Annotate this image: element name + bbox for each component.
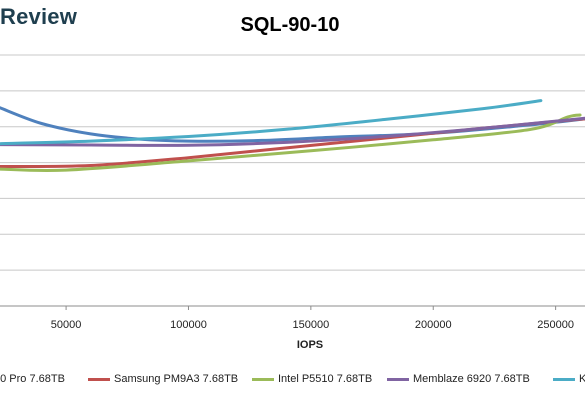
- chart-title: SQL-90-10: [240, 14, 340, 36]
- legend-item-1: 00 Pro 7.68TB: [0, 373, 65, 385]
- legend-label: Ki: [579, 373, 585, 385]
- series-line-4: [0, 116, 585, 147]
- x-axis-label: IOPS: [297, 339, 323, 351]
- chart-legend: 00 Pro 7.68TB Samsung PM9A3 7.68TB Intel P…: [0, 371, 585, 391]
- legend-label: Memblaze 6920 7.68TB: [413, 373, 530, 385]
- legend-swatch: [387, 377, 409, 381]
- legend-label: Intel P5510 7.68TB: [278, 373, 373, 385]
- legend-item-2: Samsung PM9A3 7.68TB: [88, 373, 238, 385]
- legend-item-3: Intel P5510 7.68TB: [252, 373, 372, 385]
- legend-label: 00 Pro 7.68TB: [0, 373, 65, 385]
- legend-swatch: [553, 377, 575, 381]
- site-logo-text: Review: [0, 4, 78, 29]
- series-line-1: [0, 106, 585, 143]
- x-tick-label: 50000: [51, 319, 82, 331]
- x-tick-label: 250000: [537, 319, 574, 331]
- legend-item-5: Ki: [553, 373, 585, 385]
- x-tick-label: 100000: [170, 319, 207, 331]
- legend-swatch: [88, 377, 110, 381]
- legend-label: Samsung PM9A3 7.68TB: [114, 373, 239, 385]
- series-line-5: [0, 99, 543, 146]
- legend-swatch: [252, 377, 274, 381]
- x-tick-label: 150000: [292, 319, 329, 331]
- legend-item-4: Memblaze 6920 7.68TB: [387, 373, 530, 385]
- x-tick-label: 200000: [415, 319, 452, 331]
